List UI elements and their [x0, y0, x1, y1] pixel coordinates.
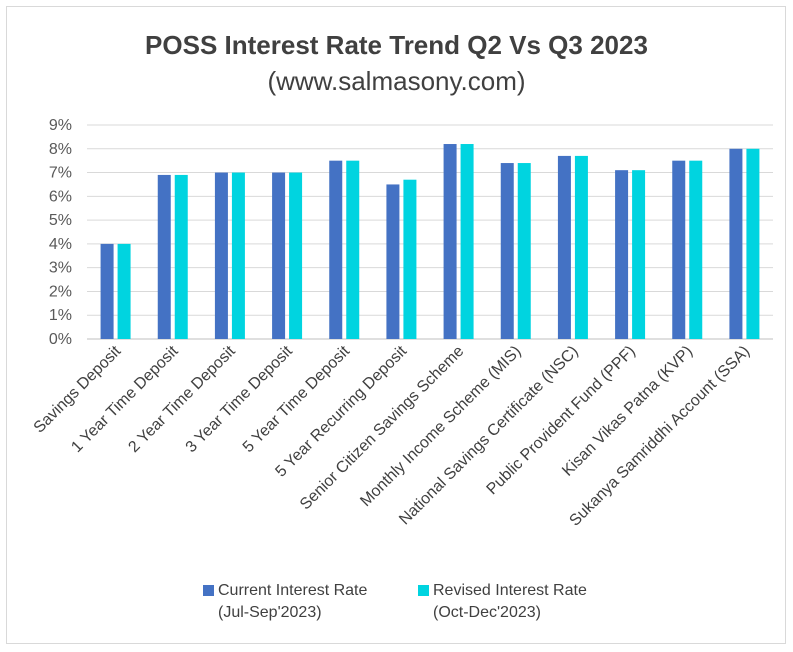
bar-revised	[574, 155, 588, 339]
y-tick-label: 6%	[49, 188, 72, 205]
y-tick-label: 8%	[49, 141, 72, 158]
x-tick-label: 1 Year Time Deposit	[68, 342, 182, 456]
bar-current	[557, 155, 571, 339]
bar-current	[329, 160, 343, 339]
y-tick-label: 9%	[49, 117, 72, 134]
chart-subtitle: (www.salmasony.com)	[267, 66, 526, 96]
bar-current	[214, 172, 228, 339]
legend-swatch-current	[203, 585, 214, 596]
y-tick-label: 7%	[49, 165, 72, 182]
bar-current	[500, 163, 514, 339]
bar-current	[100, 243, 114, 339]
bar-revised	[746, 148, 760, 339]
bar-revised	[403, 179, 417, 339]
x-tick-label: 3 Year Time Deposit	[183, 342, 297, 456]
bar-revised	[517, 163, 531, 339]
bar-revised	[689, 160, 703, 339]
bar-revised	[460, 144, 474, 339]
y-tick-label: 1%	[49, 307, 72, 324]
chart-title: POSS Interest Rate Trend Q2 Vs Q3 2023	[145, 30, 648, 60]
bar-revised	[289, 172, 303, 339]
legend-sublabel-revised: (Oct-Dec'2023)	[433, 604, 541, 621]
bar-current	[729, 148, 743, 339]
bar-current	[157, 174, 171, 339]
legend-label-current: Current Interest Rate	[218, 582, 368, 599]
y-tick-label: 5%	[49, 212, 72, 229]
x-tick-label: 2 Year Time Deposit	[125, 342, 239, 456]
bar-revised	[346, 160, 360, 339]
bar-current	[386, 184, 400, 339]
bar-revised	[632, 170, 646, 339]
bar-current	[443, 144, 457, 339]
bar-revised	[174, 174, 188, 339]
y-tick-label: 0%	[49, 331, 72, 348]
bar-revised	[117, 243, 131, 339]
x-tick-label: 5 Year Time Deposit	[240, 342, 354, 456]
bar-current	[615, 170, 629, 339]
y-tick-label: 2%	[49, 283, 72, 300]
legend-sublabel-current: (Jul-Sep'2023)	[218, 604, 322, 621]
bar-current	[672, 160, 686, 339]
bar-current	[272, 172, 286, 339]
legend-swatch-revised	[418, 585, 429, 596]
bar-revised	[231, 172, 245, 339]
y-tick-label: 3%	[49, 260, 72, 277]
legend-label-revised: Revised Interest Rate	[433, 582, 587, 599]
y-tick-label: 4%	[49, 236, 72, 253]
